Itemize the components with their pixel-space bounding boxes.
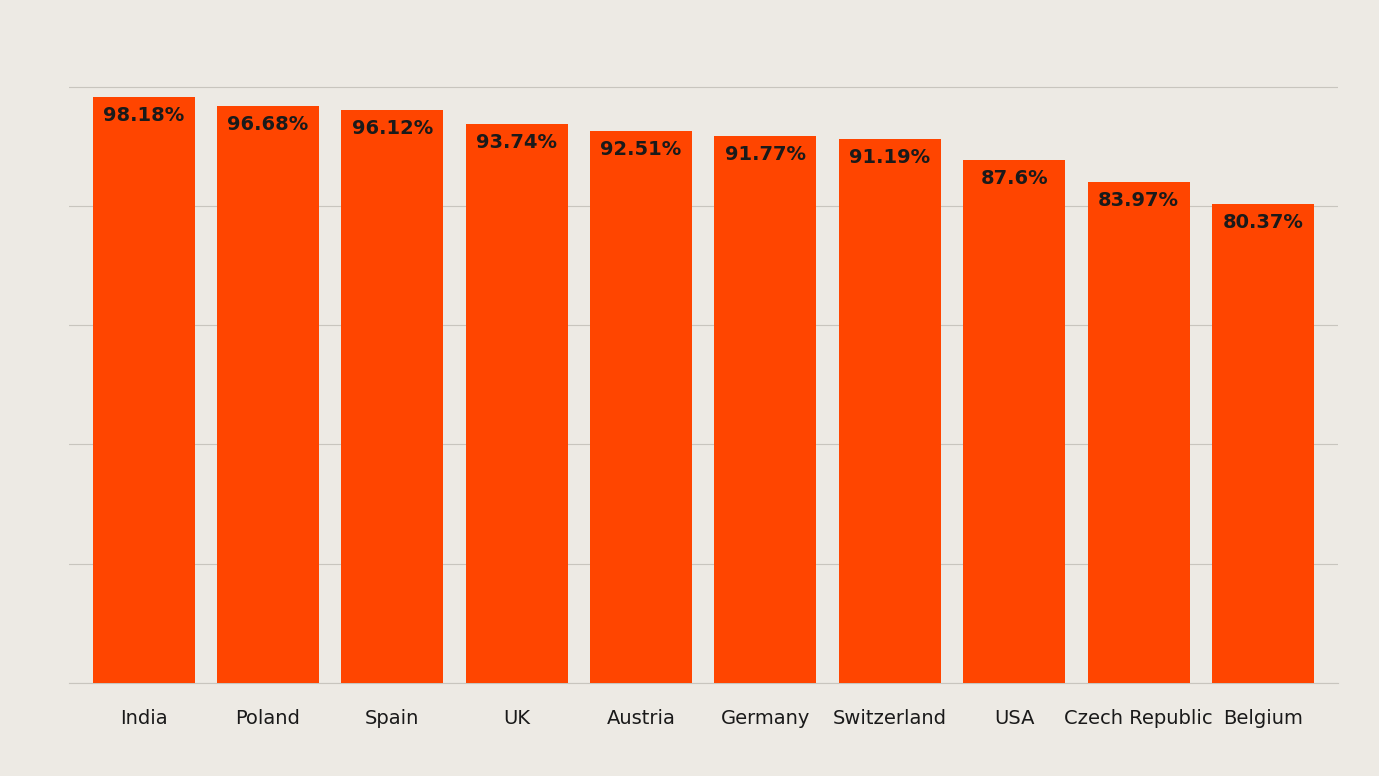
Bar	[1212, 203, 1314, 683]
Text: 91.19%: 91.19%	[849, 148, 931, 167]
Text: 96.12%: 96.12%	[352, 119, 433, 137]
Bar	[1088, 182, 1190, 683]
Bar	[217, 106, 319, 683]
Bar	[714, 136, 816, 683]
Bar	[964, 161, 1065, 683]
Text: 96.68%: 96.68%	[228, 116, 309, 134]
Text: 98.18%: 98.18%	[103, 106, 185, 125]
Text: 87.6%: 87.6%	[980, 169, 1048, 189]
Text: 83.97%: 83.97%	[1098, 191, 1179, 210]
Text: 93.74%: 93.74%	[476, 133, 557, 152]
Bar	[466, 124, 568, 683]
Bar	[590, 131, 692, 683]
Bar	[342, 109, 443, 683]
Bar	[838, 139, 940, 683]
Bar	[92, 97, 194, 683]
Text: 80.37%: 80.37%	[1223, 213, 1303, 231]
Text: 92.51%: 92.51%	[600, 140, 681, 159]
Text: 91.77%: 91.77%	[725, 144, 805, 164]
